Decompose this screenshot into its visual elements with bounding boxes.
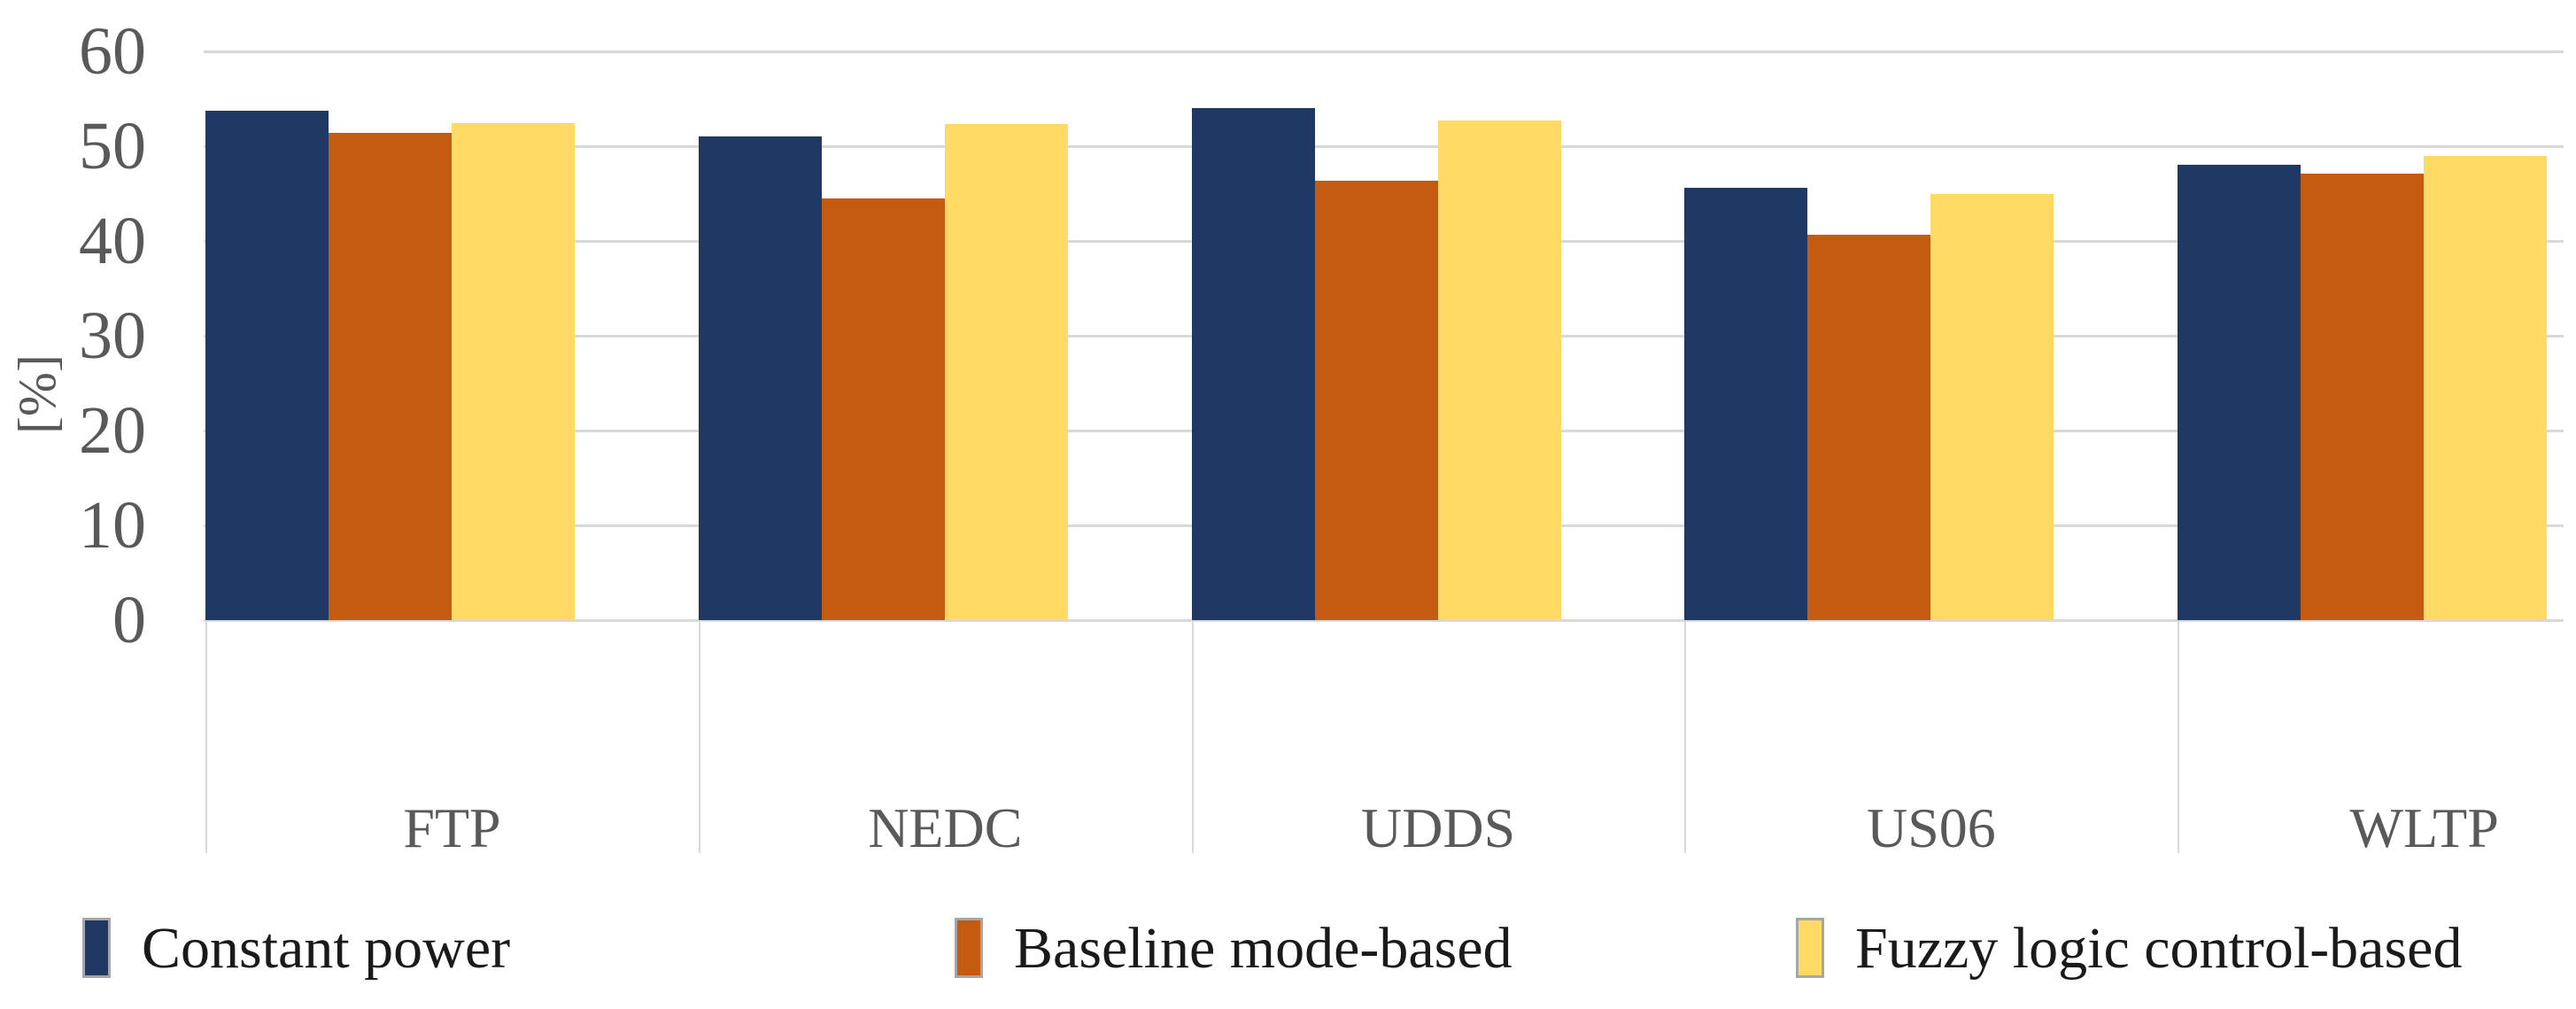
bar-constant-power-wltp: [2178, 165, 2301, 620]
y-tick-label-50: 50: [79, 109, 146, 183]
bar-fuzzy-logic-control-based-udds: [1437, 120, 1561, 620]
bar-baseline-mode-based-udds: [1314, 180, 1438, 620]
gridline-50: [204, 144, 2564, 148]
y-tick-label-60: 60: [79, 14, 146, 89]
x-tick-label-ftp: FTP: [403, 796, 501, 859]
bar-constant-power-nedc: [698, 136, 822, 620]
bar-baseline-mode-based-nedc: [821, 198, 945, 620]
y-tick-label-40: 40: [79, 204, 146, 278]
legend-label-constant-power: Constant power: [142, 916, 511, 981]
bar-baseline-mode-based-us06: [1807, 234, 1931, 620]
x-tick-label-us06: US06: [1866, 796, 1996, 859]
category-boundary-tick-ftp: [205, 621, 207, 853]
y-tick-label-10: 10: [79, 488, 146, 563]
bar-fuzzy-logic-control-based-ftp: [452, 123, 575, 620]
bar-fuzzy-logic-control-based-us06: [1930, 193, 2054, 620]
y-tick-label-20: 20: [79, 393, 146, 468]
bar-constant-power-us06: [1684, 188, 1808, 620]
x-tick-label-wltp: WLTP: [2349, 796, 2499, 859]
bar-baseline-mode-based-ftp: [329, 133, 452, 620]
x-tick-label-udds: UDDS: [1360, 796, 1516, 859]
legend-swatch-baseline-mode-based: [955, 918, 983, 978]
legend-label-fuzzy-logic-control-based: Fuzzy logic control-based: [1855, 916, 2463, 981]
category-boundary-tick-us06: [1684, 621, 1687, 853]
bar-fuzzy-logic-control-based-nedc: [944, 124, 1068, 620]
bar-fuzzy-logic-control-based-wltp: [2424, 155, 2548, 620]
bar-constant-power-ftp: [205, 111, 329, 620]
category-boundary-tick-wltp: [2178, 621, 2180, 853]
legend-swatch-constant-power: [82, 918, 111, 978]
x-tick-label-nedc: NEDC: [868, 796, 1023, 859]
gridline-60: [204, 50, 2564, 53]
y-tick-label-0: 0: [112, 583, 146, 657]
y-tick-label-30: 30: [79, 299, 146, 373]
bar-baseline-mode-based-wltp: [2301, 174, 2425, 620]
category-boundary-tick-nedc: [698, 621, 700, 853]
legend-swatch-fuzzy-logic-control-based: [1796, 918, 1824, 978]
bar-constant-power-udds: [1191, 108, 1315, 620]
legend-label-baseline-mode-based: Baseline mode-based: [1014, 916, 1512, 981]
category-boundary-tick-udds: [1191, 621, 1194, 853]
gridline-0: [204, 618, 2564, 622]
